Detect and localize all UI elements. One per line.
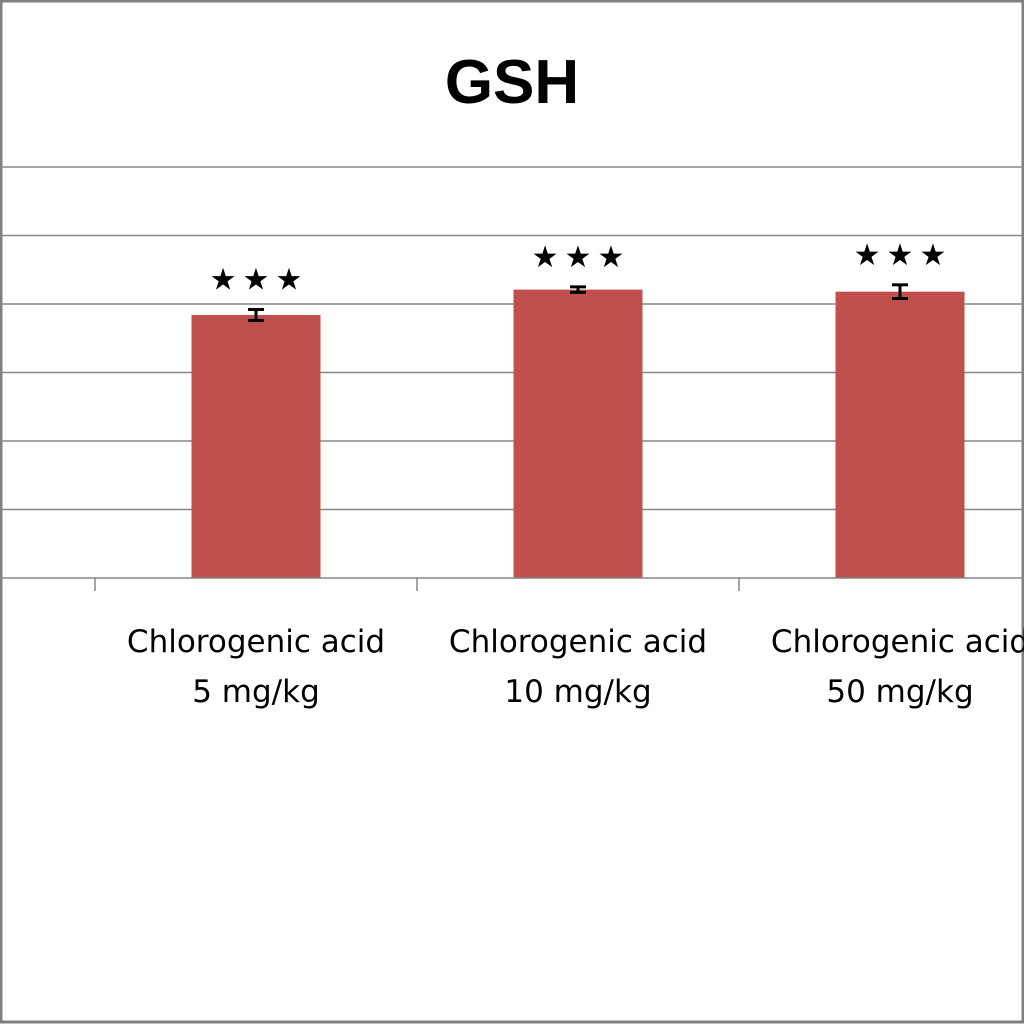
x-tick-label: 10 mg/kg bbox=[504, 674, 651, 710]
chart-title: GSH bbox=[445, 48, 579, 117]
bar bbox=[191, 314, 321, 578]
significance-marker: ★★★ bbox=[532, 240, 631, 275]
bars: ★★★ ★★★ ★★★ bbox=[191, 238, 965, 578]
x-tick-label: 5 mg/kg bbox=[192, 674, 320, 710]
bar bbox=[835, 291, 965, 578]
x-tick-label: 50 mg/kg bbox=[826, 674, 973, 710]
bar bbox=[513, 289, 643, 578]
x-tick-label: Chlorogenic acid bbox=[449, 624, 707, 660]
significance-marker: ★★★ bbox=[210, 262, 309, 297]
x-axis bbox=[0, 577, 1024, 591]
x-tick-label: Chlorogenic acid bbox=[771, 624, 1024, 660]
x-tick-label: Chlorogenic acid bbox=[127, 624, 385, 660]
significance-marker: ★★★ bbox=[854, 238, 953, 273]
